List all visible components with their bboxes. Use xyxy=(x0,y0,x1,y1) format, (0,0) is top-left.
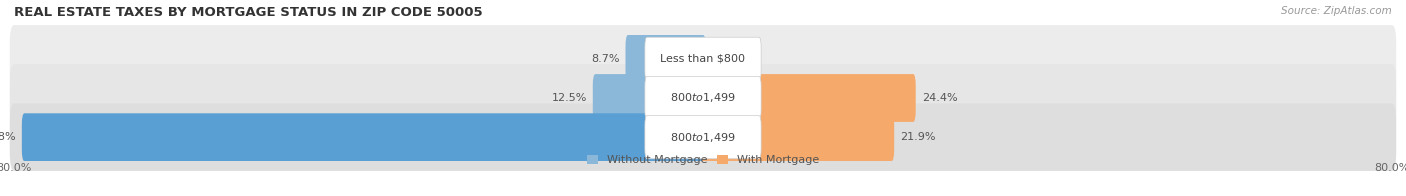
Text: Less than $800: Less than $800 xyxy=(661,54,745,64)
Text: $800 to $1,499: $800 to $1,499 xyxy=(671,131,735,144)
FancyBboxPatch shape xyxy=(645,116,761,159)
Text: 21.9%: 21.9% xyxy=(900,132,936,142)
Legend: Without Mortgage, With Mortgage: Without Mortgage, With Mortgage xyxy=(588,155,818,165)
Text: $800 to $1,499: $800 to $1,499 xyxy=(671,92,735,104)
Text: 78.8%: 78.8% xyxy=(0,132,15,142)
FancyBboxPatch shape xyxy=(10,64,1396,132)
FancyBboxPatch shape xyxy=(10,103,1396,171)
FancyBboxPatch shape xyxy=(626,35,706,83)
Text: REAL ESTATE TAXES BY MORTGAGE STATUS IN ZIP CODE 50005: REAL ESTATE TAXES BY MORTGAGE STATUS IN … xyxy=(14,6,482,19)
Text: 12.5%: 12.5% xyxy=(551,93,586,103)
Text: Source: ZipAtlas.com: Source: ZipAtlas.com xyxy=(1281,6,1392,16)
Text: 0.0%: 0.0% xyxy=(711,54,740,64)
FancyBboxPatch shape xyxy=(10,25,1396,93)
FancyBboxPatch shape xyxy=(700,113,894,161)
FancyBboxPatch shape xyxy=(22,113,706,161)
FancyBboxPatch shape xyxy=(593,74,706,122)
Text: 24.4%: 24.4% xyxy=(922,93,957,103)
FancyBboxPatch shape xyxy=(645,76,761,120)
FancyBboxPatch shape xyxy=(700,74,915,122)
Text: 8.7%: 8.7% xyxy=(591,54,620,64)
FancyBboxPatch shape xyxy=(645,37,761,80)
